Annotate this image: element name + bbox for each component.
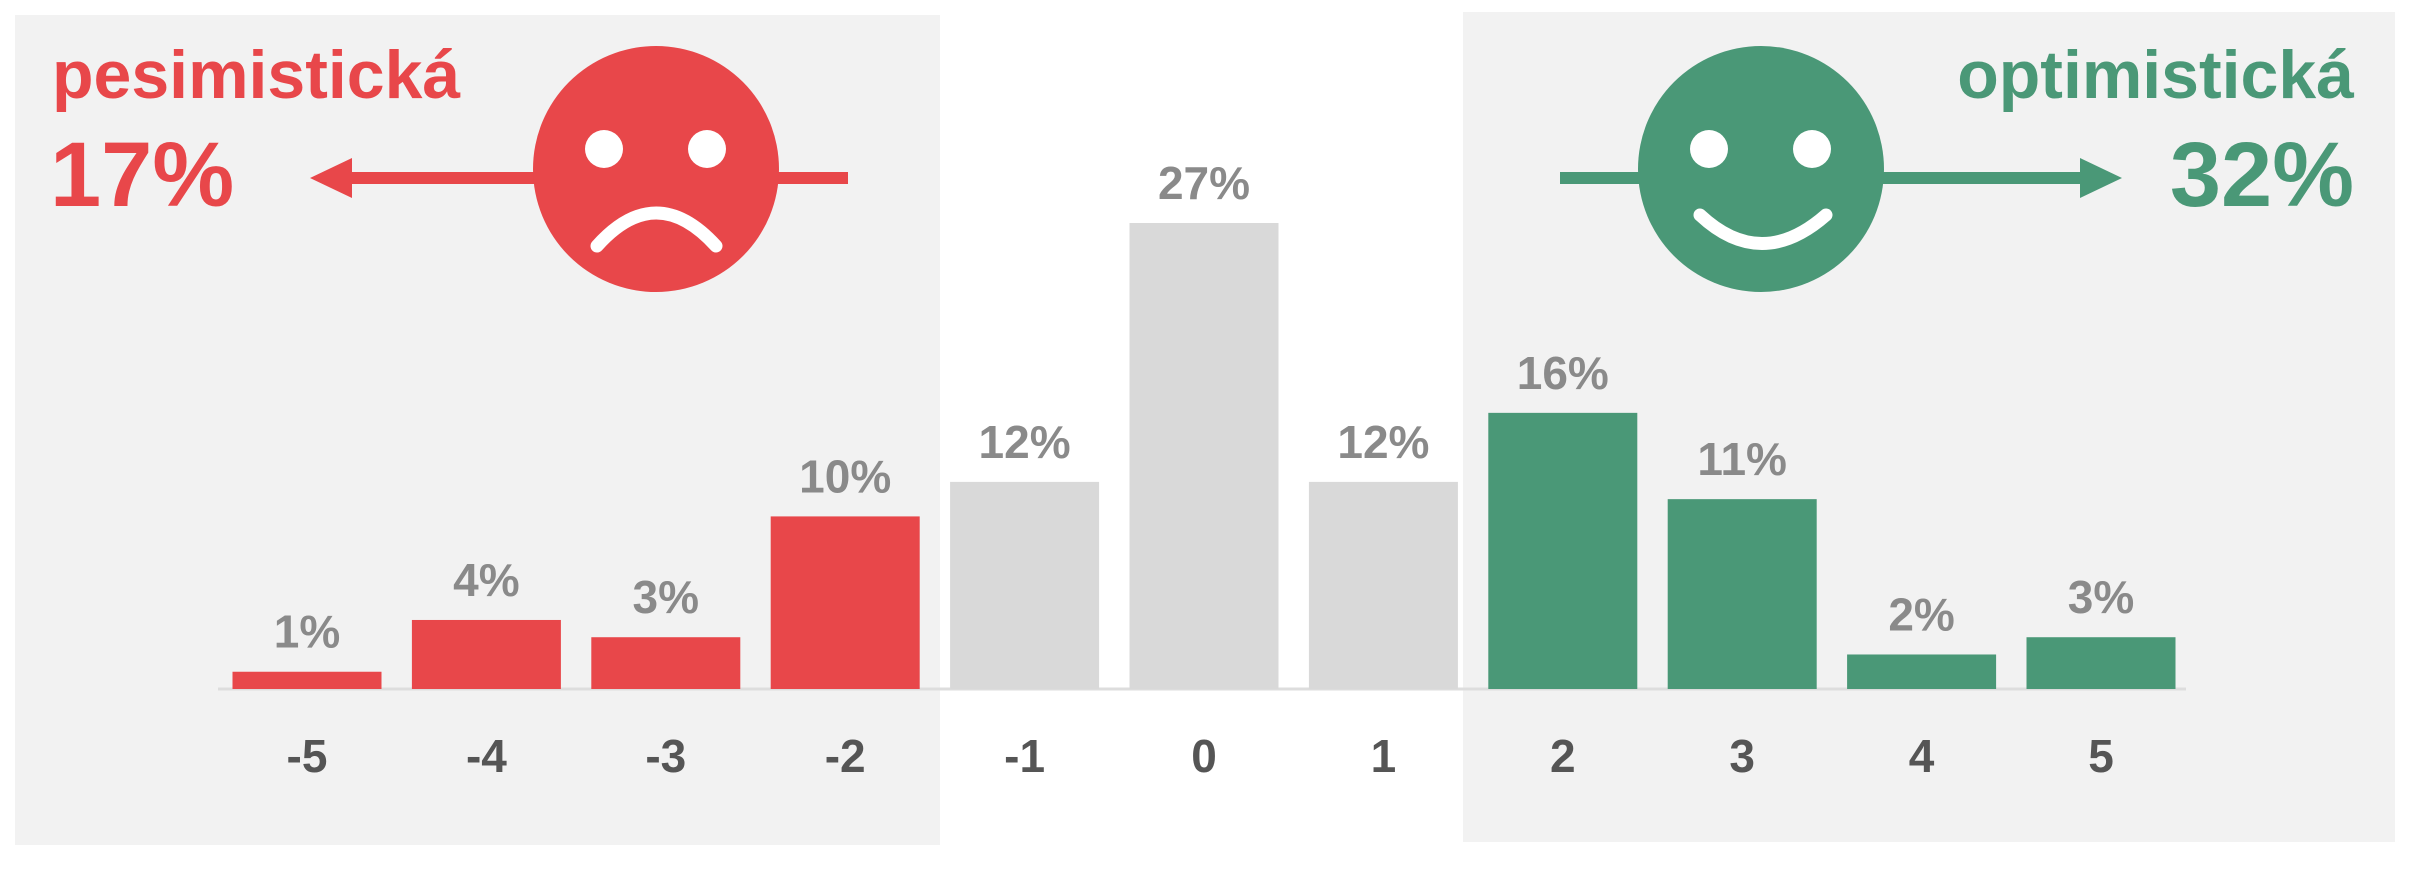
value-label: 2% (1888, 588, 1954, 640)
bar (2026, 637, 2176, 689)
eye (1793, 130, 1831, 168)
bar (950, 481, 1100, 689)
smile (1693, 208, 1833, 250)
value-label: 3% (2068, 571, 2134, 623)
x-tick-label: -4 (466, 730, 507, 782)
value-label: 16% (1517, 347, 1609, 399)
pessimistic-panel (15, 15, 940, 845)
bar (232, 671, 382, 689)
eye (1690, 130, 1728, 168)
value-label: 1% (274, 606, 340, 658)
x-tick-label: -5 (287, 730, 328, 782)
value-label: 12% (979, 416, 1071, 468)
x-tick-label: 4 (1909, 730, 1935, 782)
bar (591, 637, 741, 689)
bar (411, 619, 561, 689)
frown (590, 206, 723, 253)
value-label: 12% (1337, 416, 1429, 468)
pessimistic-value: 17% (50, 124, 234, 226)
value-label: 11% (1697, 433, 1787, 485)
pessimistic-label: pesimistická (52, 37, 460, 113)
x-tick-label: 2 (1550, 730, 1576, 782)
eye (585, 130, 623, 168)
bar (1847, 654, 1997, 689)
happy-face-group (1560, 46, 2122, 292)
x-tick-label: -2 (825, 730, 866, 782)
value-label: 10% (799, 450, 891, 502)
eye (688, 130, 726, 168)
right-arrow-head (2080, 158, 2122, 198)
value-label: 3% (633, 571, 699, 623)
happy-face (1638, 46, 1884, 292)
bar (1488, 412, 1638, 689)
bar (1129, 223, 1279, 689)
x-tick-label: 1 (1371, 730, 1397, 782)
bar (770, 516, 920, 689)
x-tick-label: -3 (645, 730, 686, 782)
bar (1667, 499, 1817, 689)
value-label: 4% (453, 554, 519, 606)
value-label: 27% (1158, 157, 1250, 209)
x-tick-label: 0 (1191, 730, 1217, 782)
x-tick-label: 3 (1729, 730, 1755, 782)
sad-face (533, 46, 779, 292)
optimistic-label: optimistická (1957, 37, 2354, 113)
x-tick-label: 5 (2088, 730, 2114, 782)
optimistic-value: 32% (2170, 124, 2354, 226)
left-arrow-head (310, 158, 352, 198)
x-tick-label: -1 (1004, 730, 1045, 782)
sad-face-group (310, 46, 848, 292)
bar (1308, 481, 1458, 689)
